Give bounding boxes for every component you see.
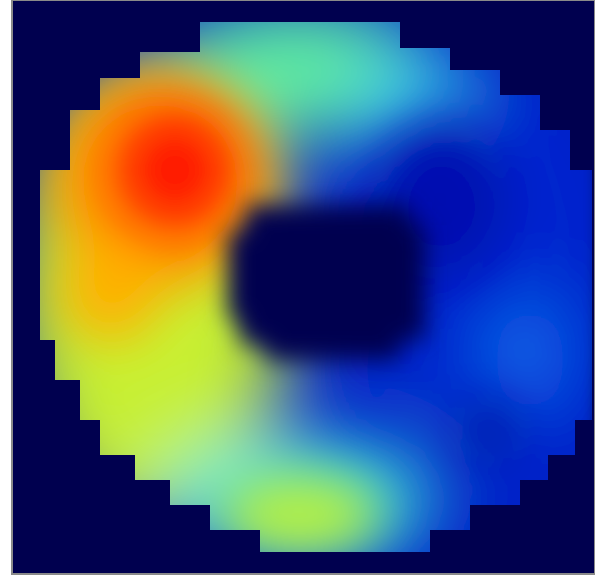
center-hole: [228, 205, 425, 360]
image-border: [11, 0, 595, 575]
